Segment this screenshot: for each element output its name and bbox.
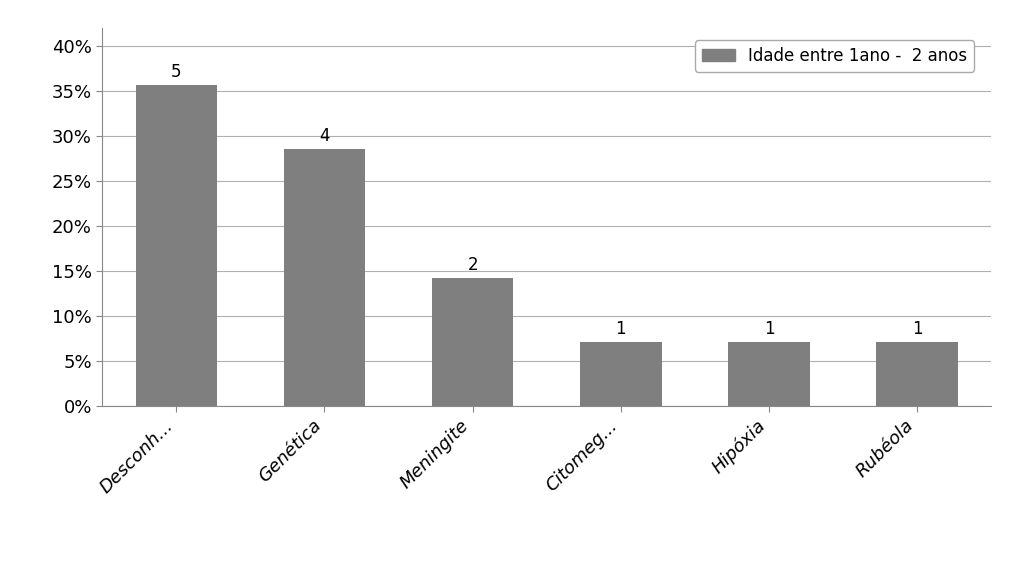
Text: 1: 1: [615, 320, 626, 338]
Text: 5: 5: [171, 63, 182, 81]
Bar: [136, 85, 217, 406]
Text: 2: 2: [467, 256, 478, 274]
Text: 1: 1: [912, 320, 923, 338]
Text: 4: 4: [319, 127, 330, 146]
Bar: [284, 149, 365, 406]
Bar: [432, 277, 513, 406]
Legend: Idade entre 1ano -  2 anos: Idade entre 1ano - 2 anos: [695, 40, 974, 72]
Bar: [877, 342, 958, 406]
Bar: [729, 342, 809, 406]
Bar: [580, 342, 661, 406]
Text: 1: 1: [763, 320, 775, 338]
